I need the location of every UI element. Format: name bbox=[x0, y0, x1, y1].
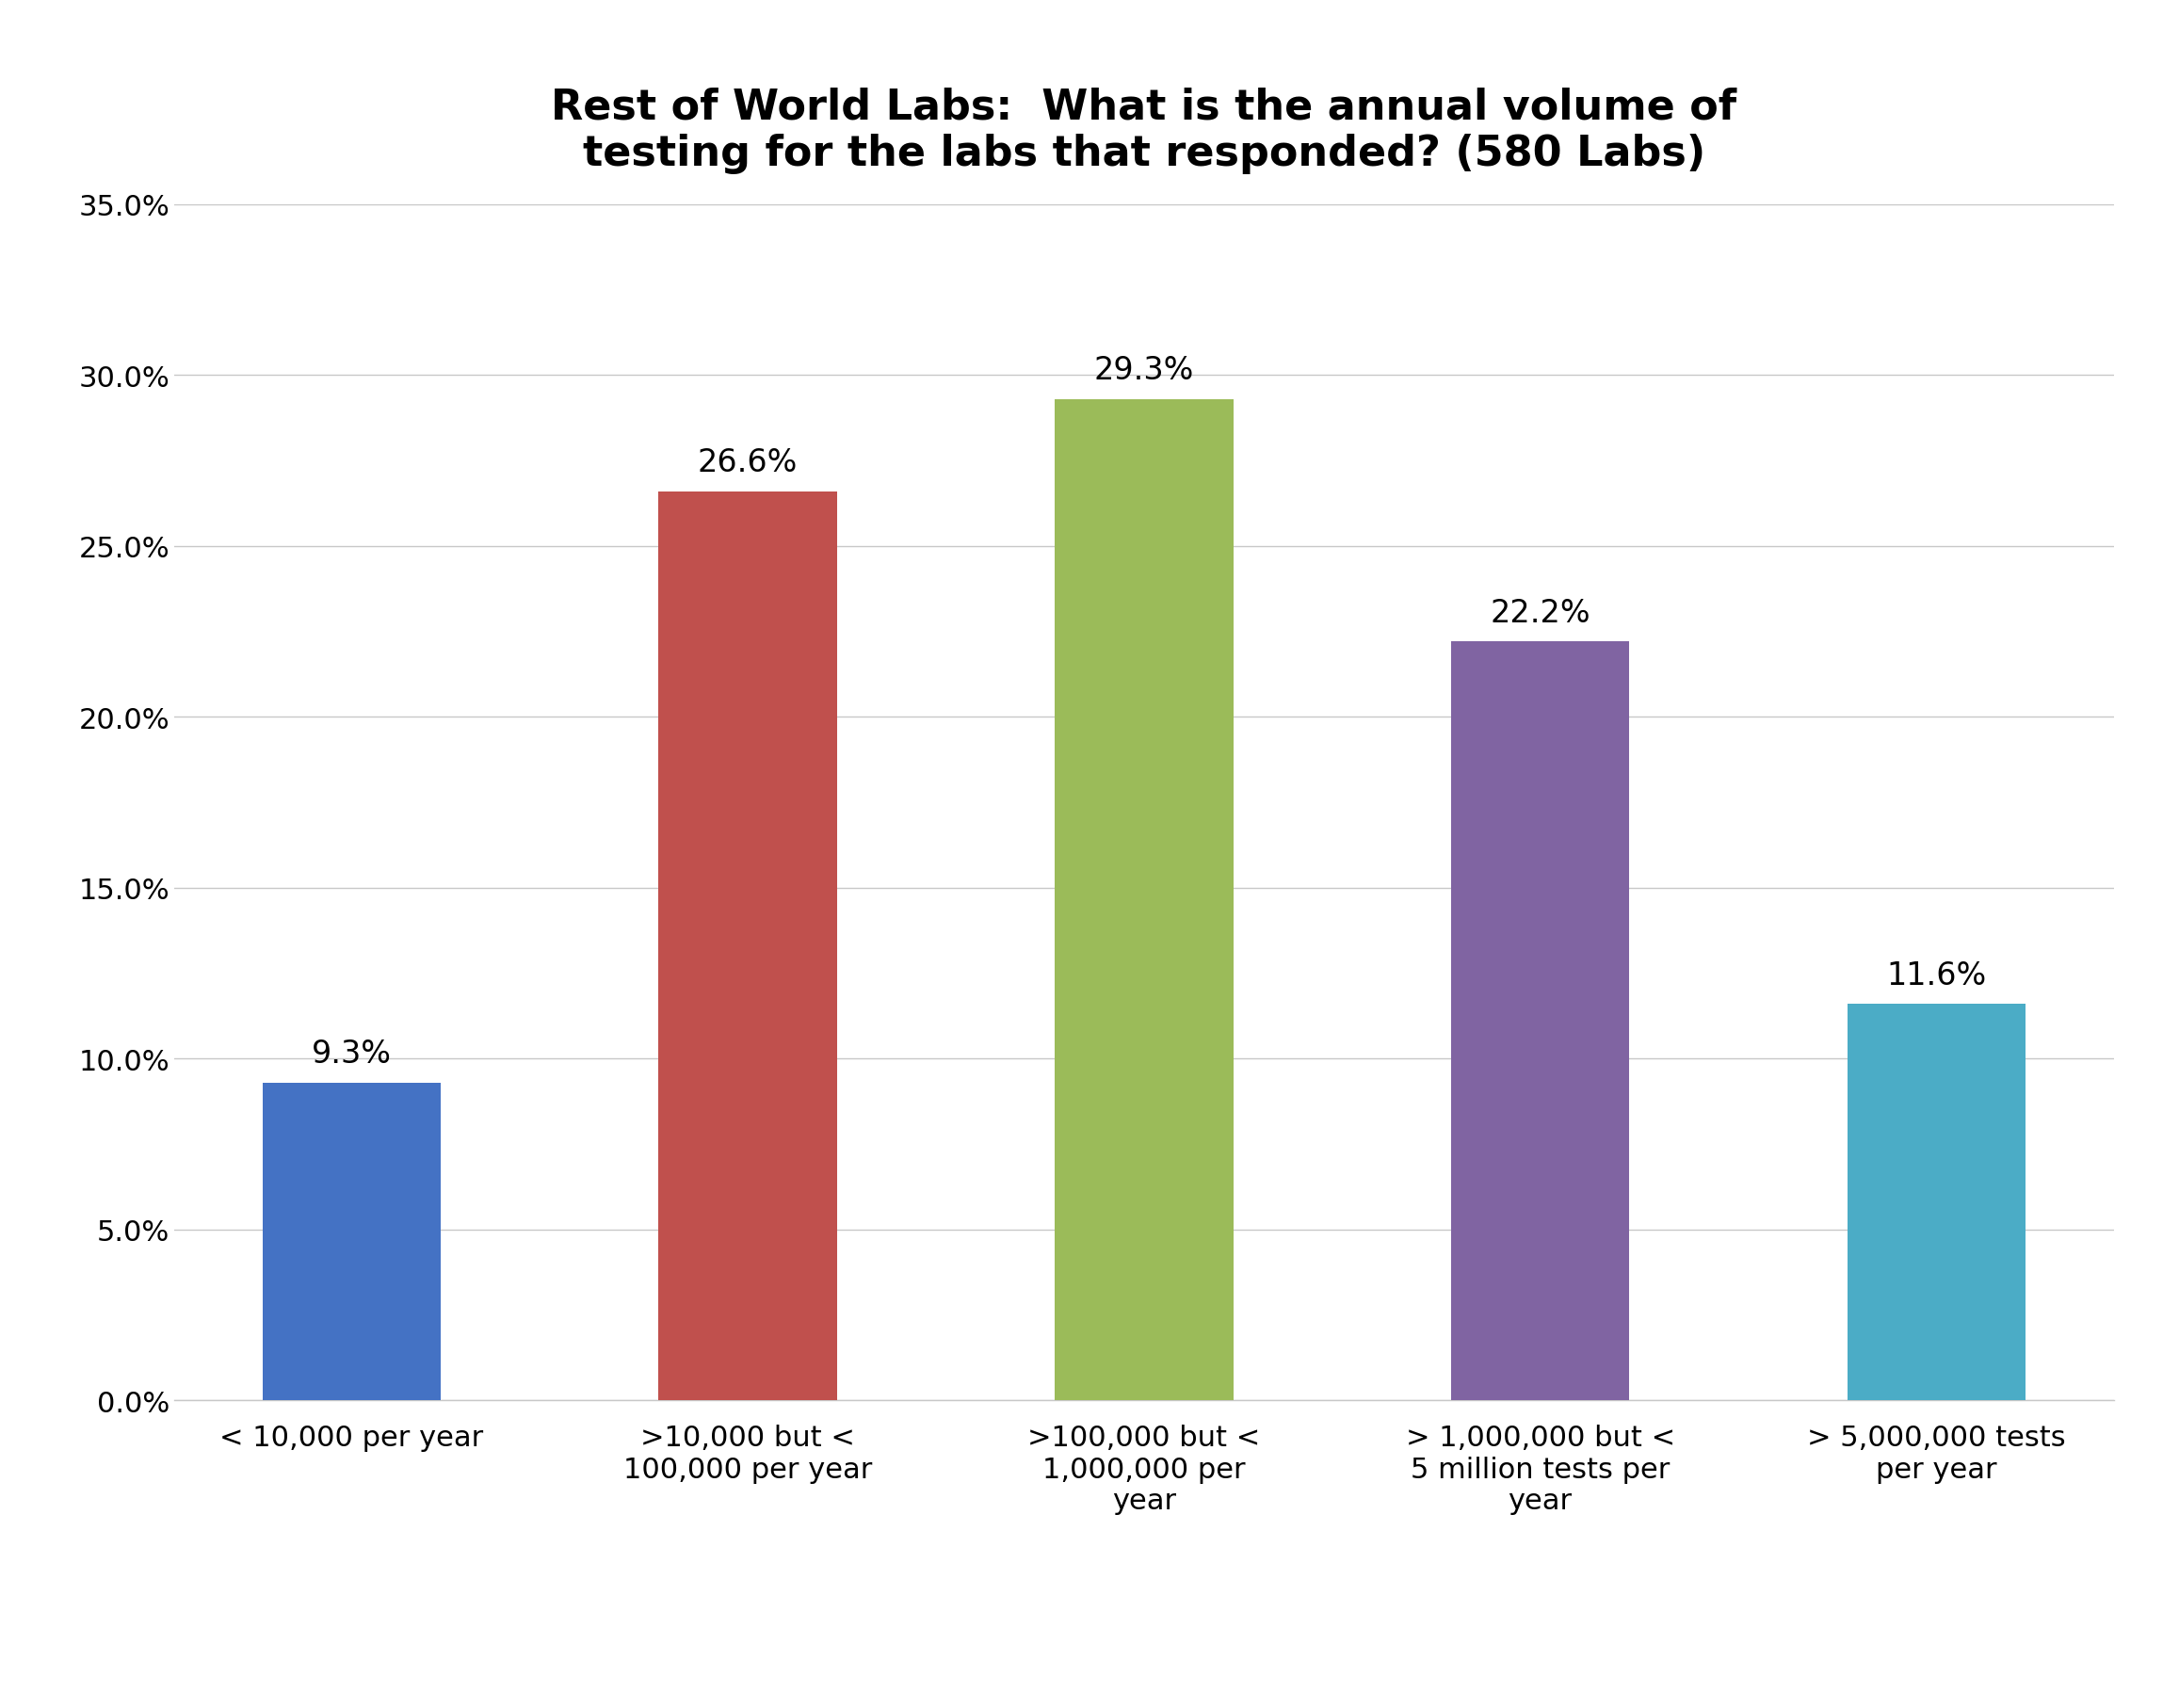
Bar bbox=[658, 492, 837, 1401]
Text: 29.3%: 29.3% bbox=[1094, 355, 1194, 386]
Bar bbox=[1451, 642, 1630, 1401]
Title: Rest of World Labs:  What is the annual volume of
testing for the labs that resp: Rest of World Labs: What is the annual v… bbox=[551, 87, 1737, 174]
Text: 11.6%: 11.6% bbox=[1887, 960, 1987, 991]
Text: 26.6%: 26.6% bbox=[697, 447, 798, 478]
Bar bbox=[261, 1083, 440, 1401]
Bar bbox=[1848, 1004, 2026, 1401]
Text: 22.2%: 22.2% bbox=[1490, 598, 1591, 629]
Text: 9.3%: 9.3% bbox=[312, 1038, 392, 1069]
Bar bbox=[1055, 400, 1233, 1401]
